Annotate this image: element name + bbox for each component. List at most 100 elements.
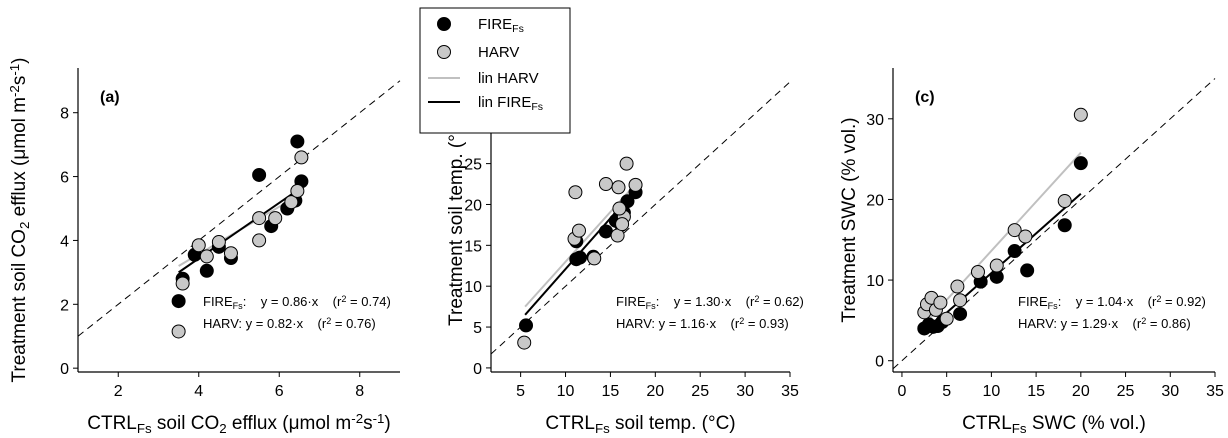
text-part: Treatment soil temp. (°C): [446, 114, 467, 326]
point: [921, 317, 936, 332]
point: [223, 246, 238, 261]
point: [519, 318, 534, 333]
fire-equation: FIREFs: y = 1.04·x (r2 = 0.92): [1018, 294, 1206, 311]
y-tick-label: 4: [60, 233, 69, 250]
text-part: CTRL: [962, 413, 1012, 434]
y-tick-label: 10: [464, 279, 482, 296]
x-tick-label: 6: [275, 383, 284, 400]
text-part: lin FIRE: [478, 94, 531, 111]
text-part: soil CO: [152, 413, 220, 434]
point: [598, 224, 613, 239]
text-part: Fs: [1012, 421, 1027, 436]
x-tick-label: 5: [942, 383, 951, 400]
text-part: efflux (μmol m: [227, 413, 352, 434]
point: [953, 293, 968, 308]
x-tick-label: 30: [736, 383, 754, 400]
x-tick-label: 20: [646, 383, 664, 400]
text-part: lin HARV: [478, 70, 539, 87]
text-part: = 0.93): [744, 316, 788, 331]
y-tick-label: 20: [866, 192, 884, 209]
text-part: Fs: [531, 101, 543, 113]
text-part: ): [384, 413, 390, 434]
text-part: = 0.86): [1146, 316, 1190, 331]
text-part: FIRE: [203, 294, 233, 309]
x-tick-label: 10: [982, 383, 1000, 400]
text-part: 2: [1141, 316, 1146, 326]
text-part: = 0.62): [759, 294, 803, 309]
y-tick-label: 0: [60, 361, 69, 378]
text-part: : y = 1.04·x (r: [1058, 294, 1157, 309]
text-part: 2: [754, 294, 759, 304]
fit-line: [923, 151, 1082, 326]
point: [572, 250, 587, 265]
y-tick-label: 15: [464, 238, 482, 255]
x-tick-label: 10: [557, 383, 575, 400]
point: [970, 265, 985, 280]
text-part: Treatment soil CO: [9, 229, 30, 382]
text-part: Fs: [137, 421, 152, 436]
point: [268, 211, 283, 226]
y-axis-label: Treatment SWC (% vol.): [839, 117, 860, 322]
text-part: Fs: [646, 301, 657, 311]
point: [1073, 156, 1088, 171]
point: [211, 235, 226, 250]
point: [199, 249, 214, 264]
y-tick-label: 25: [464, 157, 482, 174]
x-tick-label: 4: [194, 383, 203, 400]
x-tick-label: 8: [355, 383, 364, 400]
text-part: = 0.74): [346, 294, 390, 309]
text-part: s: [9, 76, 30, 86]
point: [1057, 194, 1072, 209]
x-tick-label: 35: [1206, 383, 1224, 400]
text-part: 2: [341, 294, 346, 304]
x-tick-label: 0: [897, 383, 906, 400]
x-tick-label: 2: [114, 383, 123, 400]
harv-equation: HARV: y = 1.29·x (r2 = 0.86): [1018, 316, 1191, 331]
x-tick-label: 25: [691, 383, 709, 400]
point: [199, 263, 214, 278]
text-part: -1: [7, 64, 22, 76]
point: [171, 324, 186, 339]
text-part: Fs: [512, 23, 524, 35]
text-part: FIRE: [616, 294, 646, 309]
text-part: 2: [1156, 294, 1161, 304]
legend-label: HARV: [478, 44, 519, 61]
legend-label: FIREFs: [478, 16, 524, 35]
point: [568, 185, 583, 200]
point: [1073, 107, 1088, 122]
point: [175, 276, 190, 291]
one-to-one-line: [77, 80, 401, 337]
y-tick-label: 8: [60, 106, 69, 123]
point: [628, 177, 643, 192]
point: [989, 258, 1004, 273]
x-axis-label: CTRLFs soil CO2 efflux (μmol m-2s-1): [87, 411, 391, 436]
point: [598, 177, 613, 192]
point: [171, 294, 186, 309]
x-tick-label: 5: [516, 383, 525, 400]
point: [933, 295, 948, 310]
x-tick-label: 35: [781, 383, 799, 400]
point: [1007, 223, 1022, 238]
text-part: -1: [373, 411, 385, 426]
harv-equation: HARV: y = 0.82·x (r2 = 0.76): [203, 316, 376, 331]
x-tick-label: 15: [1027, 383, 1045, 400]
text-part: 2: [326, 316, 331, 326]
point: [1020, 263, 1035, 278]
point: [619, 156, 634, 171]
point: [517, 335, 532, 350]
point: [290, 134, 305, 149]
y-tick-label: 30: [866, 112, 884, 129]
point: [615, 217, 630, 232]
point: [939, 311, 954, 326]
text-part: HARV: [478, 44, 519, 61]
y-tick-label: 0: [473, 361, 482, 378]
point: [1007, 244, 1022, 259]
legend-marker: [437, 17, 451, 31]
y-tick-label: 20: [464, 197, 482, 214]
text-part: s: [363, 413, 373, 434]
point: [587, 251, 602, 266]
y-tick-label: 0: [875, 354, 884, 371]
text-part: CTRL: [545, 413, 595, 434]
point: [950, 279, 965, 294]
